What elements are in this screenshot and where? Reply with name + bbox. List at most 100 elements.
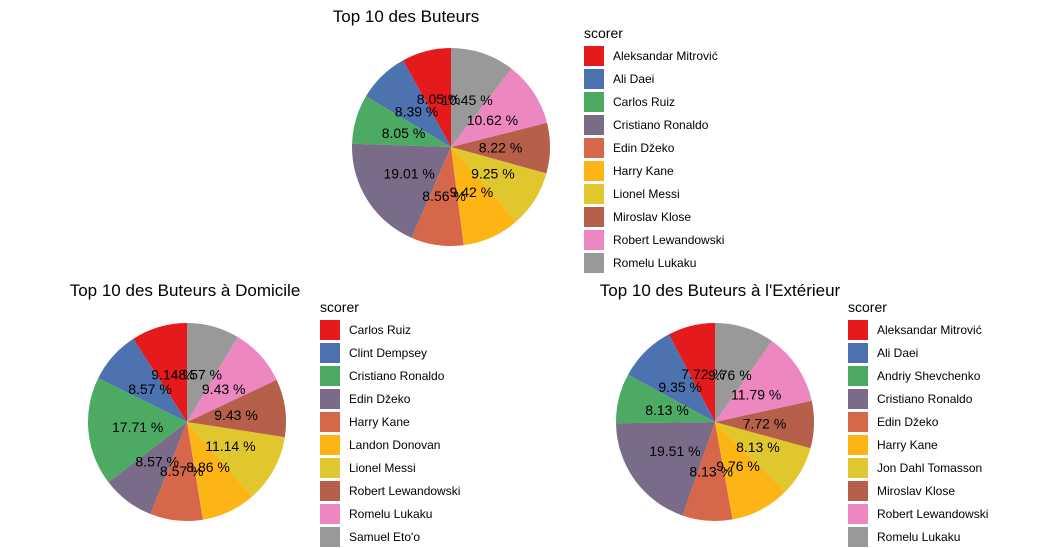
legend-key [320,320,340,340]
legend-key [848,458,868,478]
legend-label: Miroslav Klose [613,210,691,224]
legend-label: Cristiano Ronaldo [613,118,709,132]
legend-title: scorer [848,299,887,315]
pie-slice [715,323,772,422]
pie-chart-3: Top 10 des Buteurs à l'Extérieur 7.72 % 9.… [600,281,988,547]
pie-slice [187,323,238,422]
pie-slice [411,147,464,247]
pie-slice [616,374,715,424]
legend-label: Aleksandar Mitrović [613,49,718,63]
legend-label: Lionel Messi [613,187,680,201]
slice-label: 11.79 % [731,387,781,403]
slice-label: 8.39 % [395,103,439,119]
legend-label: Cristiano Ronaldo [349,369,445,383]
slice-label: 9.76 % [716,458,760,474]
legend-label: Romelu Lukaku [877,530,960,544]
slice-labels: 7.72 %9.35 %8.13 %19.51 %8.13 %9.76 %8.1… [645,366,786,480]
pie-slice [187,422,253,520]
legend-key [584,253,604,273]
legend-label: Cristiano Ronaldo [877,392,973,406]
legend-key [848,389,868,409]
slice-label: 10.62 % [467,112,518,128]
legend-key [848,504,868,524]
slice-label: 8.57 % [160,463,204,479]
legend-label: Landon Donovan [349,438,440,452]
chart-title: Top 10 des Buteurs [333,7,479,26]
legend-key [848,412,868,432]
slice-label: 10.45 % [441,92,492,108]
slice-label: 8.57 % [128,381,172,397]
legend-key [848,435,868,455]
slice-label: 8.56 % [422,188,466,204]
legend: scorer Carlos Ruiz Clint Dempsey Cristiano … [320,299,460,547]
legend-key [584,138,604,158]
legend-label: Jon Dahl Tomasson [877,461,982,475]
legend-label: Edin Džeko [349,392,411,406]
slice-label: 7.72 % [743,415,787,431]
slice-label: 8.86 % [186,459,230,475]
slice-label: 8.13 % [689,463,733,479]
slice-label: 17.71 % [112,419,163,435]
pie-slice [451,147,517,246]
legend-key [584,69,604,89]
slice-label: 9.35 % [658,379,702,395]
pie-slice [108,422,187,515]
legend-label: Lionel Messi [349,461,416,475]
legend-key [320,481,340,501]
legend-key [584,92,604,112]
pie-slice [715,400,814,449]
legend-key [320,527,340,547]
pie-slice [451,48,512,147]
legend-key [320,389,340,409]
pie-slice [187,422,285,497]
chart-title: Top 10 des Buteurs à l'Extérieur [600,281,841,300]
legend-key [584,115,604,135]
pie-slice [451,68,547,147]
slice-label: 8.57 % [135,454,179,470]
legend-key [584,230,604,250]
pie-slices [87,323,287,522]
legend-label: Andriy Shevchenko [877,369,981,383]
legend-label: Harry Kane [877,438,938,452]
pie-slice [403,48,451,147]
legend-label: Robert Lewandowski [349,484,460,498]
slice-label: 8.13 % [736,439,780,455]
pie-slices [351,48,550,247]
pie-slice [451,122,550,174]
legend-label: Robert Lewandowski [877,507,988,521]
legend-label: Aleksandar Mitrović [877,323,982,337]
legend-key [848,320,868,340]
legend-label: Robert Lewandowski [613,233,724,247]
legend-key [320,435,340,455]
legend-label: Edin Džeko [877,415,939,429]
slice-label: 19.51 % [649,443,700,459]
legend-key [320,343,340,363]
slice-labels: 8.05 %8.39 %8.05 %19.01 %8.56 %9.42 %9.2… [382,91,523,204]
slice-label: 8.05 % [382,125,426,141]
legend-label: Carlos Ruiz [349,323,411,337]
legend-key [848,366,868,386]
pie-slice [187,337,277,422]
legend-key [584,207,604,227]
legend-title: scorer [320,299,359,315]
slice-label: 11.14 % [205,438,255,454]
pie-slice [98,338,187,422]
legend-key [584,184,604,204]
pie-slice [365,60,451,147]
legend-key [320,458,340,478]
legend-title: scorer [584,25,623,41]
legend-key [848,527,868,547]
legend-label: Samuel Eto'o [349,530,420,544]
legend-label: Ali Daei [613,72,654,86]
slice-label: 9.43 % [214,407,258,423]
legend-key [848,481,868,501]
slice-label: 9.25 % [471,165,515,181]
pie-slice [352,96,451,147]
pie-slice [715,422,811,492]
pie-slice [451,147,547,222]
slice-label: 9.76 % [708,367,752,383]
legend-label: Harry Kane [349,415,410,429]
pie-slice [628,334,715,422]
